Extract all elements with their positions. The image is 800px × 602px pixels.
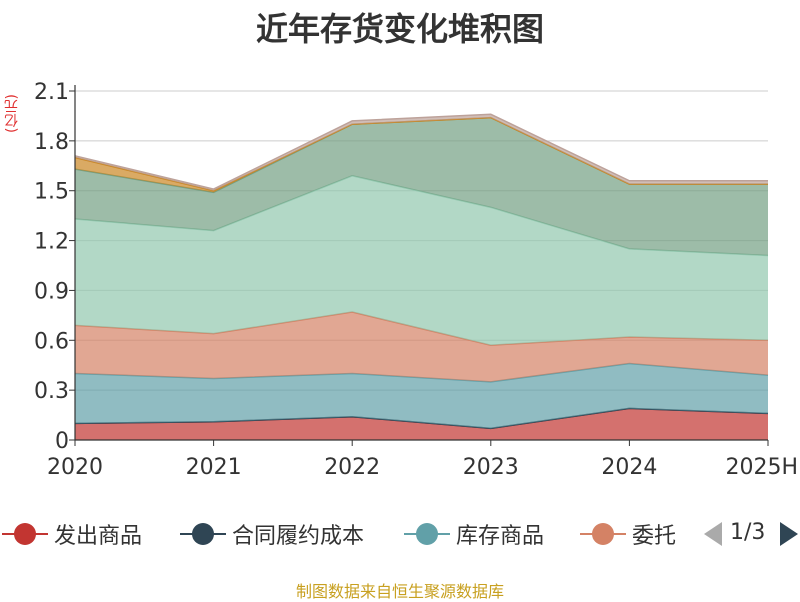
legend-marker-icon	[178, 518, 228, 550]
legend-item[interactable]: 库存商品	[402, 518, 544, 550]
area-series	[74, 113, 769, 440]
legend-prev-icon[interactable]	[704, 522, 722, 546]
series-line-7	[74, 113, 768, 190]
y-tick-label: 1.8	[34, 130, 69, 155]
x-tick-label: 2020	[47, 455, 103, 480]
legend-label: 合同履约成本	[232, 524, 365, 549]
legend: 发出商品 合同履约成本 库存商品 委托 1/3	[0, 518, 800, 550]
y-tick-label: 0.9	[34, 279, 69, 304]
axes: 0 0.3 0.6 0.9 1.2 1.5 1.8 2.1 2020 2021 2022 2023 20…	[34, 80, 798, 480]
legend-pager: 1/3	[700, 518, 800, 550]
legend-label: 发出商品	[54, 524, 143, 549]
area-series-5	[75, 117, 768, 256]
x-tick-label: 2024	[601, 455, 657, 480]
area-series-3	[75, 312, 768, 382]
area-series-4	[75, 175, 768, 346]
area-series-0	[75, 408, 768, 440]
y-tick-label: 0.6	[34, 329, 69, 354]
x-tick-label: 2022	[324, 455, 380, 480]
area-series-2	[75, 363, 768, 429]
chart-title: 近年存货变化堆积图	[255, 10, 544, 48]
legend-marker-icon	[578, 518, 628, 550]
legend-item[interactable]: 合同履约成本	[178, 518, 364, 550]
legend-label: 库存商品	[456, 524, 545, 549]
x-tick-label: 2023	[463, 455, 519, 480]
legend-next-icon[interactable]	[780, 522, 798, 546]
y-tick-label: 2.1	[34, 80, 69, 105]
x-tick-label: 2021	[186, 455, 242, 480]
legend-item[interactable]: 委托	[578, 518, 676, 550]
legend-marker-icon	[0, 518, 50, 550]
x-tick-label: 2025H	[725, 455, 798, 480]
legend-item[interactable]: 发出商品	[0, 518, 142, 550]
legend-label: 委托	[632, 524, 677, 549]
legend-page-indicator: 1/3	[730, 520, 766, 545]
y-tick-label: 0.3	[34, 379, 69, 404]
legend-marker-icon	[402, 518, 452, 550]
y-tick-label: 1.2	[34, 230, 69, 255]
y-tick-label: 0	[55, 429, 69, 454]
y-tick-label: 1.5	[34, 180, 69, 205]
area-series-7	[75, 114, 768, 191]
source-note: 制图数据来自恒生聚源数据库	[295, 582, 504, 601]
legend-items: 发出商品 合同履约成本 库存商品 委托	[0, 518, 688, 550]
